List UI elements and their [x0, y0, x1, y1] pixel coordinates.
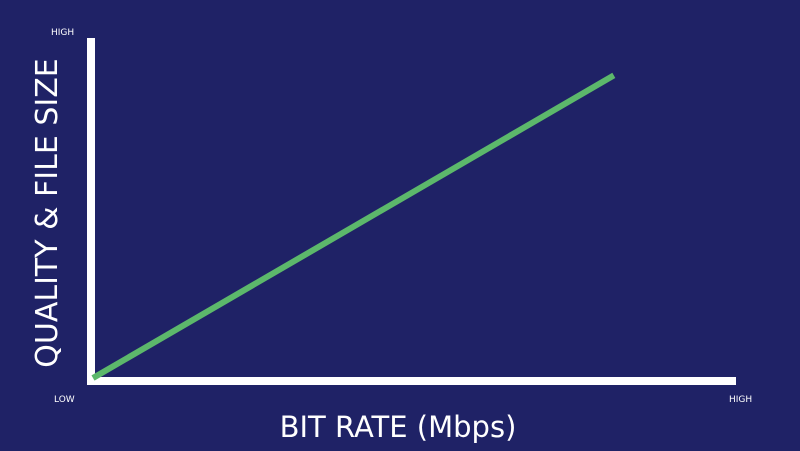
y-axis-title: QUALITY & FILE SIZE [30, 58, 65, 367]
x-tick-label-low: LOW [54, 395, 75, 405]
y-tick-label-high: HIGH [51, 28, 74, 38]
series-line [91, 72, 616, 381]
x-tick-label-high: HIGH [729, 395, 752, 405]
x-axis-title: BIT RATE (Mbps) [280, 410, 517, 444]
